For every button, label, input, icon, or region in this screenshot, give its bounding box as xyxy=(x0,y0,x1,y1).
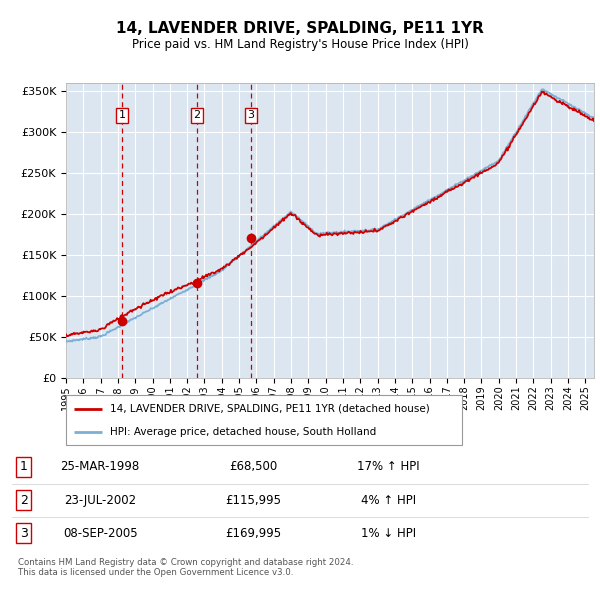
Text: HPI: Average price, detached house, South Holland: HPI: Average price, detached house, Sout… xyxy=(110,427,376,437)
Text: 2: 2 xyxy=(193,110,200,120)
Text: £169,995: £169,995 xyxy=(225,526,281,540)
Text: 1: 1 xyxy=(20,460,28,474)
Text: 25-MAR-1998: 25-MAR-1998 xyxy=(61,460,140,474)
Text: £115,995: £115,995 xyxy=(225,493,281,507)
Text: 14, LAVENDER DRIVE, SPALDING, PE11 1YR (detached house): 14, LAVENDER DRIVE, SPALDING, PE11 1YR (… xyxy=(110,404,430,414)
Text: 1: 1 xyxy=(118,110,125,120)
Text: Contains HM Land Registry data © Crown copyright and database right 2024.
This d: Contains HM Land Registry data © Crown c… xyxy=(18,558,353,577)
Text: 4% ↑ HPI: 4% ↑ HPI xyxy=(361,493,416,507)
Text: 1% ↓ HPI: 1% ↓ HPI xyxy=(361,526,416,540)
Text: 14, LAVENDER DRIVE, SPALDING, PE11 1YR: 14, LAVENDER DRIVE, SPALDING, PE11 1YR xyxy=(116,21,484,35)
Text: Price paid vs. HM Land Registry's House Price Index (HPI): Price paid vs. HM Land Registry's House … xyxy=(131,38,469,51)
Text: £68,500: £68,500 xyxy=(229,460,277,474)
Text: 08-SEP-2005: 08-SEP-2005 xyxy=(63,526,137,540)
Text: 3: 3 xyxy=(247,110,254,120)
Text: 17% ↑ HPI: 17% ↑ HPI xyxy=(357,460,419,474)
Text: 23-JUL-2002: 23-JUL-2002 xyxy=(64,493,136,507)
Text: 3: 3 xyxy=(20,526,28,540)
Text: 2: 2 xyxy=(20,493,28,507)
